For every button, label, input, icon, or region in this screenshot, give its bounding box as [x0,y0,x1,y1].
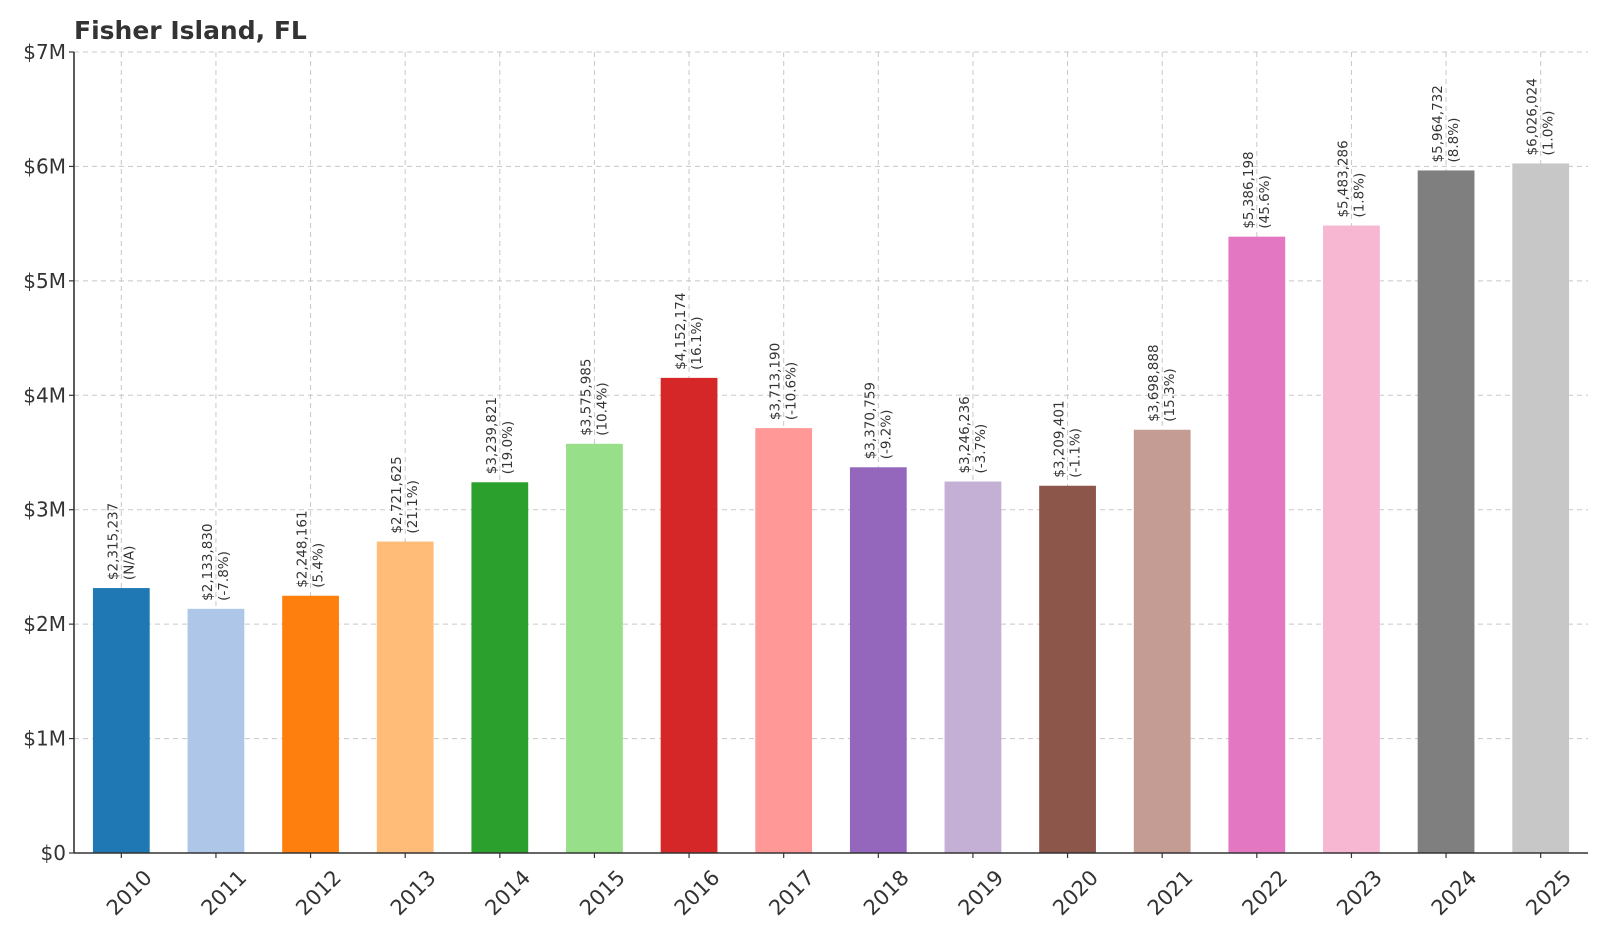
bar-2013 [376,541,434,853]
data-label-2025: $6,026,024 (1.0%) [1525,78,1557,155]
value-label: $3,698,888 [1146,344,1162,421]
data-label-2021: $3,698,888 (15.3%) [1146,344,1178,421]
change-label: (1.0%) [1541,111,1557,156]
value-label: $3,209,401 [1052,400,1068,477]
bar-2024 [1417,170,1475,853]
bar-2023 [1323,225,1380,853]
change-label: (10.4%) [594,382,610,435]
bar-2025 [1512,163,1570,853]
data-labels: $2,315,237 (N/A) $2,133,830 (-7.8%) $2,248,1… [105,78,1556,601]
change-label: (21.1%) [405,480,421,533]
data-label-2011: $2,133,830 (-7.8%) [200,524,232,601]
value-label: $2,315,237 [105,503,121,580]
bar-2011 [187,608,245,853]
data-label-2016: $4,152,174 (16.1%) [673,293,705,370]
x-tick-label: 2014 [480,865,535,920]
value-label: $4,152,174 [673,293,689,370]
y-tick-label: $7M [23,40,66,64]
bar-2014 [471,482,529,853]
x-tick-label: 2020 [1048,865,1103,920]
x-tick-label: 2017 [764,865,819,920]
x-tick-label: 2013 [386,865,441,920]
change-label: (-1.1%) [1068,428,1084,478]
data-label-2015: $3,575,985 (10.4%) [578,359,610,436]
change-label: (-3.7%) [973,424,989,474]
value-label: $3,575,985 [578,359,594,436]
value-label: $3,713,190 [768,343,784,420]
value-label: $5,483,286 [1335,140,1351,217]
bar-2022 [1228,236,1286,854]
value-label: $3,246,236 [957,396,973,473]
x-tick-label: 2025 [1521,865,1576,920]
chart-title: Fisher Island, FL [74,16,307,45]
change-label: (-7.8%) [216,551,232,601]
data-label-2012: $2,248,161 (5.4%) [295,510,327,587]
data-label-2024: $5,964,732 (8.8%) [1430,85,1462,162]
y-tick-label: $1M [23,727,66,751]
y-tick-label: $5M [23,269,66,293]
change-label: (45.6%) [1257,175,1273,228]
value-label: $3,239,821 [484,397,500,474]
bar-2020 [1039,485,1096,853]
bar-2018 [849,467,907,853]
data-label-2017: $3,713,190 (-10.6%) [768,343,800,420]
x-tick-label: 2021 [1143,865,1198,920]
change-label: (1.8%) [1351,173,1367,218]
value-label: $5,964,732 [1430,85,1446,162]
change-label: (16.1%) [689,316,705,369]
y-tick-label: $4M [23,383,66,407]
x-tick-label: 2010 [102,865,157,920]
data-label-2023: $5,483,286 (1.8%) [1335,140,1367,217]
data-label-2013: $2,721,625 (21.1%) [389,456,421,533]
bar-2010 [92,588,150,853]
y-tick-label: $0 [41,841,66,865]
bar-2021 [1133,429,1191,853]
y-tick-label: $6M [23,154,66,178]
data-label-2020: $3,209,401 (-1.1%) [1052,400,1084,477]
change-label: (15.3%) [1162,368,1178,421]
value-label: $5,386,198 [1241,151,1257,228]
change-label: (5.4%) [311,543,327,588]
value-label: $2,721,625 [389,456,405,533]
change-label: (-9.2%) [878,410,894,460]
x-tick-label: 2011 [197,865,252,920]
x-tick-label: 2024 [1427,865,1482,920]
data-label-2022: $5,386,198 (45.6%) [1241,151,1273,228]
bars [92,163,1570,854]
data-label-2018: $3,370,759 (-9.2%) [862,382,894,459]
bar-2015 [566,443,623,853]
bar-2016 [660,377,718,853]
x-tick-label: 2019 [954,865,1009,920]
data-label-2019: $3,246,236 (-3.7%) [957,396,989,473]
data-label-2010: $2,315,237 (N/A) [105,503,137,580]
x-tick-label: 2023 [1332,865,1387,920]
data-label-2014: $3,239,821 (19.0%) [484,397,516,474]
change-label: (-10.6%) [784,362,800,420]
x-tick-label: 2015 [575,865,630,920]
value-label: $2,133,830 [200,524,216,601]
value-label: $6,026,024 [1525,78,1541,155]
change-label: (8.8%) [1446,118,1462,163]
change-label: (N/A) [121,546,137,580]
value-label: $3,370,759 [862,382,878,459]
x-tick-label: 2018 [859,865,914,920]
bar-2012 [282,595,339,853]
x-tick-label: 2016 [670,865,725,920]
y-tick-label: $2M [23,612,66,636]
bar-2019 [944,481,1002,853]
y-tick-label: $3M [23,498,66,522]
x-tick-label: 2022 [1237,865,1292,920]
bar-2017 [755,428,813,853]
x-tick-label: 2012 [291,865,346,920]
change-label: (19.0%) [500,421,516,474]
value-label: $2,248,161 [295,510,311,587]
